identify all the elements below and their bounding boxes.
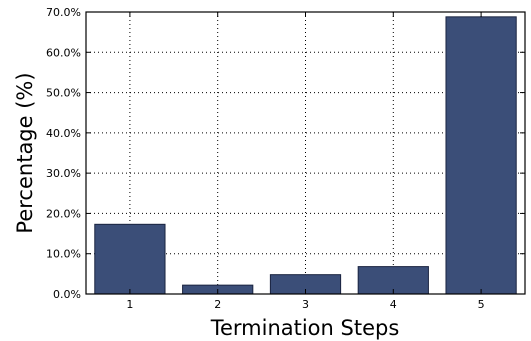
y-axis-label: Percentage (%) [13, 72, 37, 233]
y-tick-label: 70.0% [46, 6, 81, 19]
x-tick-label: 5 [478, 298, 485, 311]
x-axis-label: Termination Steps [210, 316, 400, 340]
y-tick-label: 40.0% [46, 127, 81, 140]
y-tick-label: 60.0% [46, 46, 81, 59]
y-tick-label: 0.0% [53, 288, 81, 301]
ticks [86, 11, 525, 295]
bar-1 [94, 223, 166, 295]
x-tick-label: 4 [390, 298, 397, 311]
x-tick-label: 1 [126, 298, 133, 311]
y-tick-label: 20.0% [46, 207, 81, 220]
bar-5 [445, 16, 517, 295]
y-tick-label: 10.0% [46, 248, 81, 261]
y-tick-label: 30.0% [46, 167, 81, 180]
y-tick-labels: 0.0% 10.0% 20.0% 30.0% 40.0% 50.0% 60.0% 70.0% [46, 6, 81, 301]
x-tick-label: 3 [302, 298, 309, 311]
x-tick-labels: 1 2 3 4 5 [126, 298, 484, 311]
y-tick-label: 50.0% [46, 87, 81, 100]
x-tick-label: 2 [214, 298, 221, 311]
